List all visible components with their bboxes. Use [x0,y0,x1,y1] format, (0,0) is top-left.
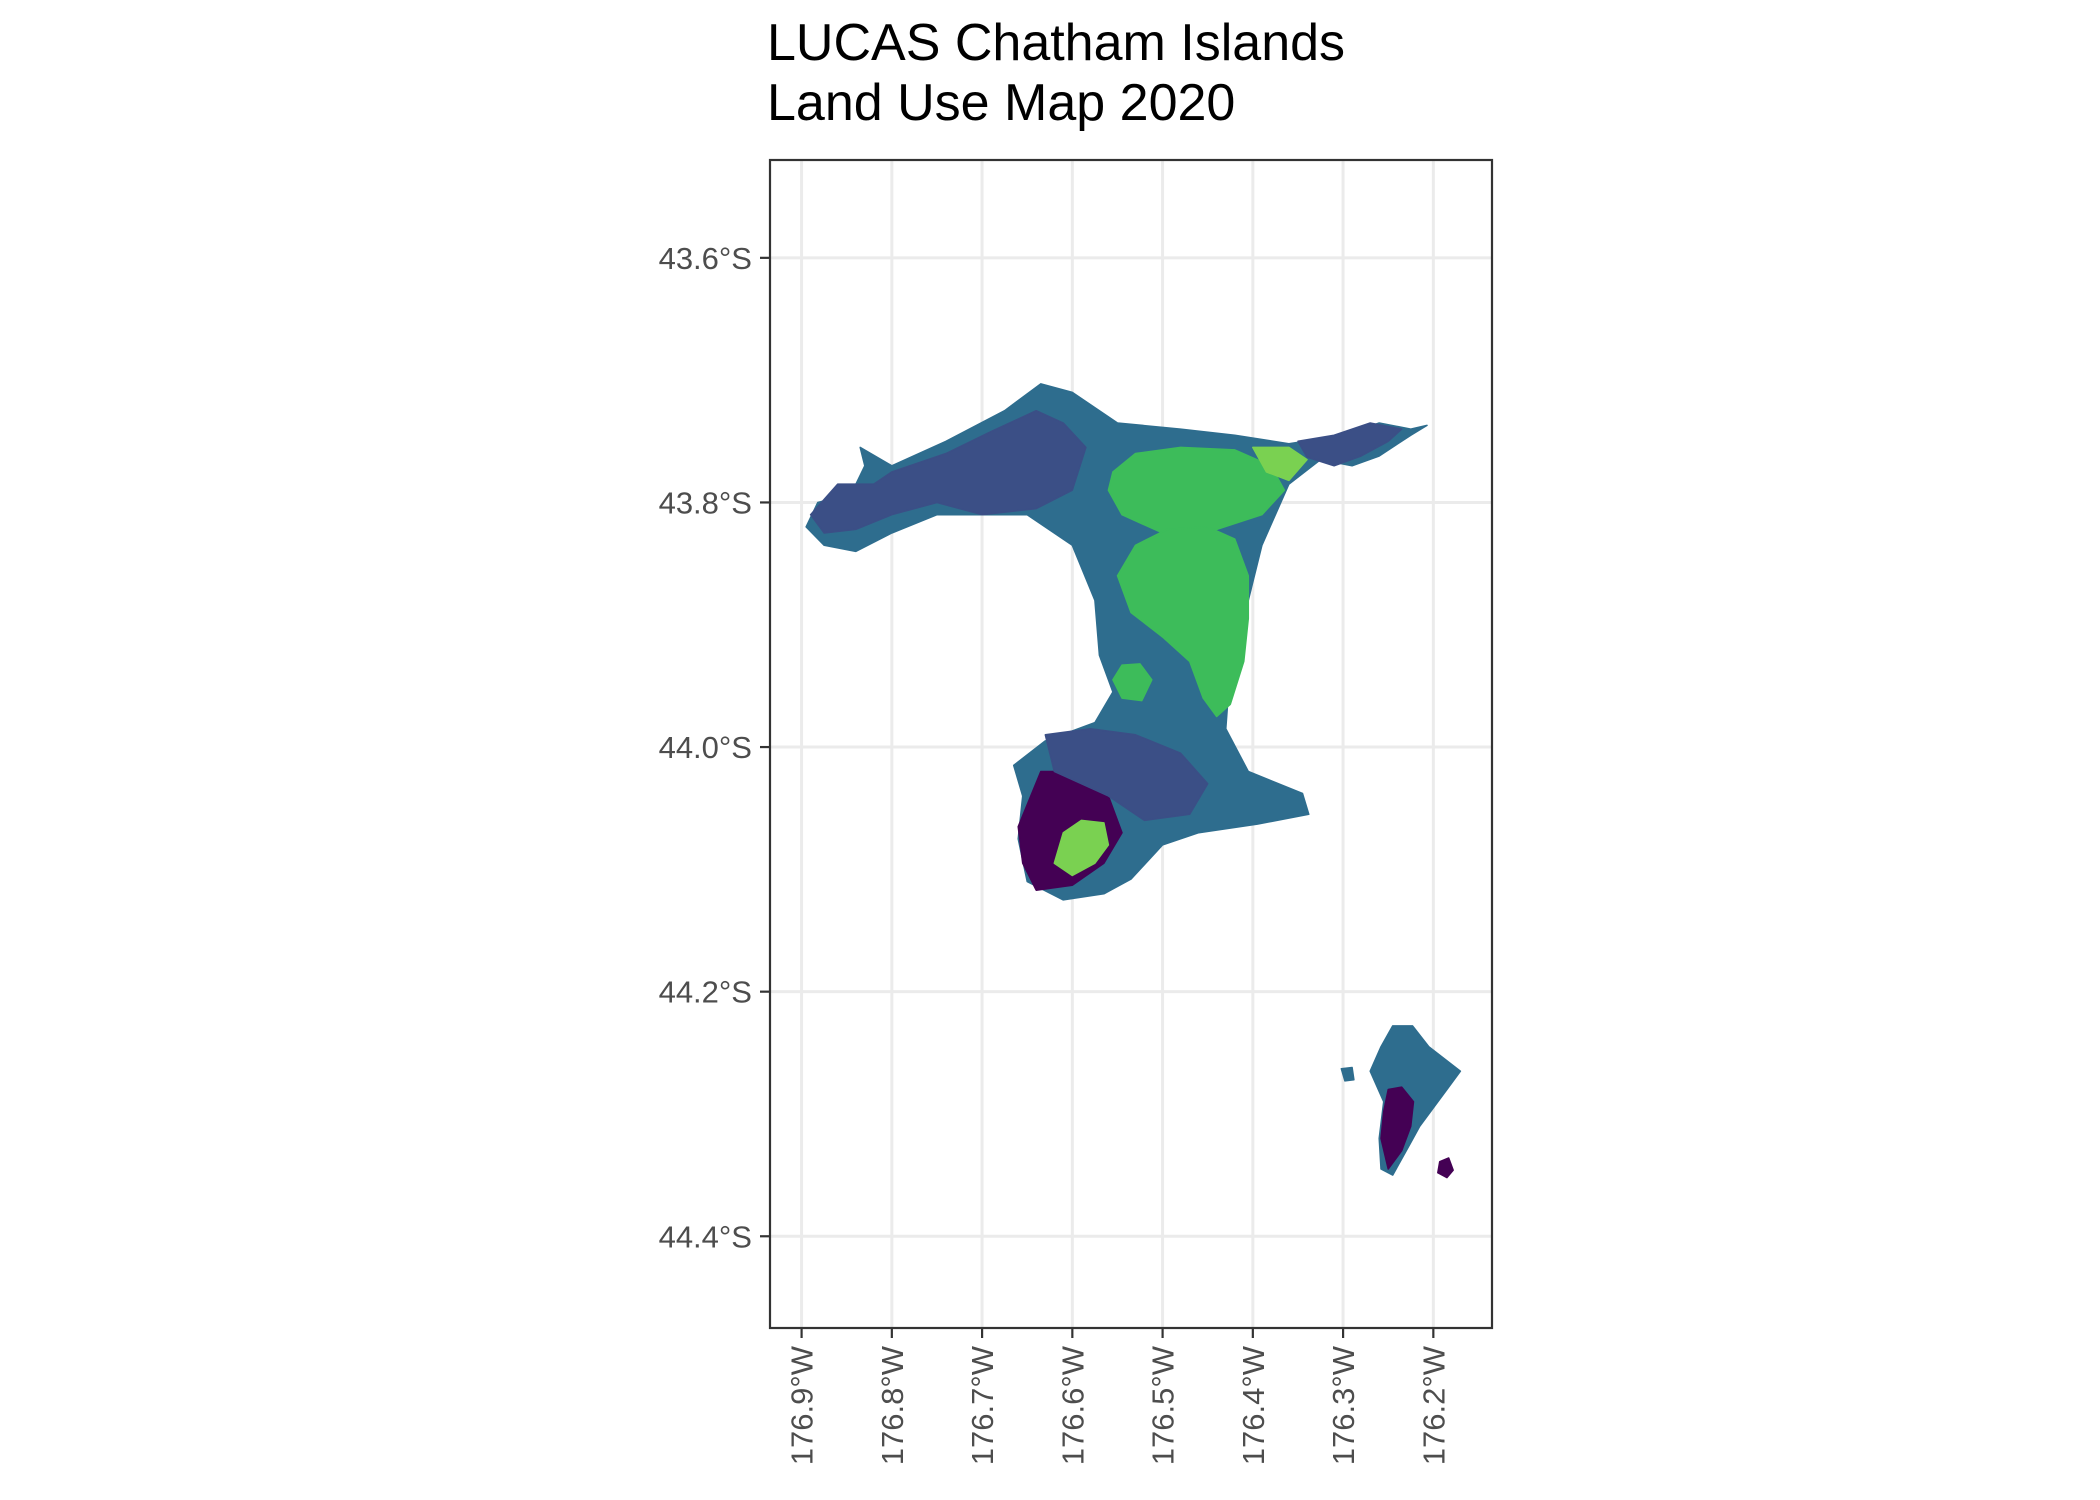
southern-hinterland-scrub [1044,727,1209,822]
x-axis-longitude: 176.9°W 176.8°W 176.7°W 176.6°W 176.5°W 176.4… [785,1328,1451,1465]
y-tick-label-3: 44.2°S [659,975,752,1010]
x-tick-label-0: 176.9°W [785,1345,820,1465]
y-tick-label-2: 44.0°S [659,730,752,765]
x-tick-label-2: 176.7°W [965,1345,1000,1465]
x-tick-label-3: 176.6°W [1055,1345,1090,1465]
panel-border [768,158,1494,1330]
pitt-island-bush [1380,1086,1415,1170]
te-whanga-lagoon-north [1107,446,1286,534]
x-tick-label-4: 176.5°W [1146,1345,1181,1465]
y-tick-label-4: 44.4°S [659,1219,752,1254]
northwest-peninsula-bush [809,409,1087,534]
y-tick-label-0: 43.6°S [659,241,752,276]
southern-tablelands-pasture [1053,819,1110,877]
x-tick-label-1: 176.8°W [875,1345,910,1465]
x-tick-label-7: 176.2°W [1416,1345,1451,1465]
map-panel [768,158,1494,1330]
mangere-island [1340,1066,1355,1082]
x-tick-label-6: 176.3°W [1326,1345,1361,1465]
south-east-island [1437,1157,1454,1179]
chatham-main-island [805,383,1428,901]
land-use-layer [805,383,1462,1179]
map-title-line-2: Land Use Map 2020 [767,74,1235,132]
x-tick-label-5: 176.4°W [1236,1345,1271,1465]
y-tick-label-1: 43.8°S [659,485,752,520]
te-whanga-lagoon-south [1116,526,1250,718]
y-axis-latitude: 43.6°S 43.8°S 44.0°S 44.2°S 44.4°S [659,241,770,1254]
northeast-lagoon-margin [1252,446,1308,482]
huro-lagoon [1112,663,1153,702]
map-title-line-1: LUCAS Chatham Islands [767,14,1345,72]
northeast-cape-bush [1297,422,1403,467]
